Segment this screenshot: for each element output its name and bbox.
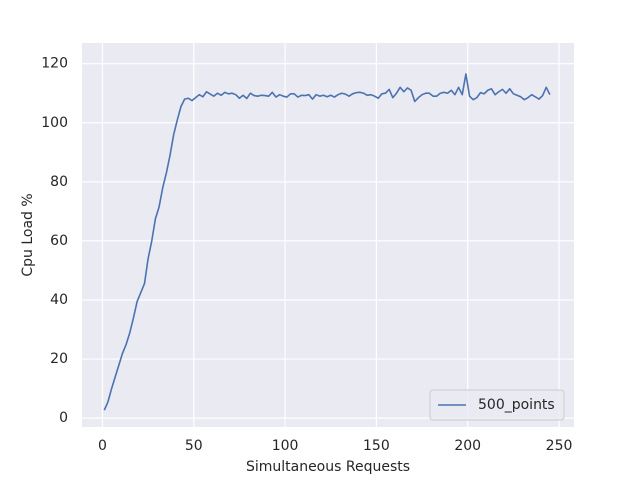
y-tick-label: 80: [50, 174, 68, 190]
y-tick-label: 40: [50, 292, 68, 308]
x-tick-label: 0: [98, 438, 107, 454]
x-tick-label: 50: [185, 438, 203, 454]
y-tick-label: 60: [50, 233, 68, 249]
legend-label: 500_points: [478, 397, 555, 413]
data-line: [103, 73, 551, 411]
x-axis-label: Simultaneous Requests: [246, 459, 410, 475]
x-tick-label: 200: [454, 438, 481, 454]
plot-area: [82, 43, 574, 427]
x-tick-label: 250: [546, 438, 573, 454]
x-tick-label: 150: [363, 438, 390, 454]
legend-box: [429, 389, 565, 421]
y-tick-label: 0: [59, 410, 68, 426]
y-tick-label: 100: [41, 115, 68, 131]
legend: 500_points: [429, 389, 565, 421]
y-tick-label: 20: [50, 351, 68, 367]
y-axis-label: Cpu Load %: [20, 193, 36, 276]
x-tick-label: 100: [272, 438, 299, 454]
y-tick-label: 120: [41, 56, 68, 72]
